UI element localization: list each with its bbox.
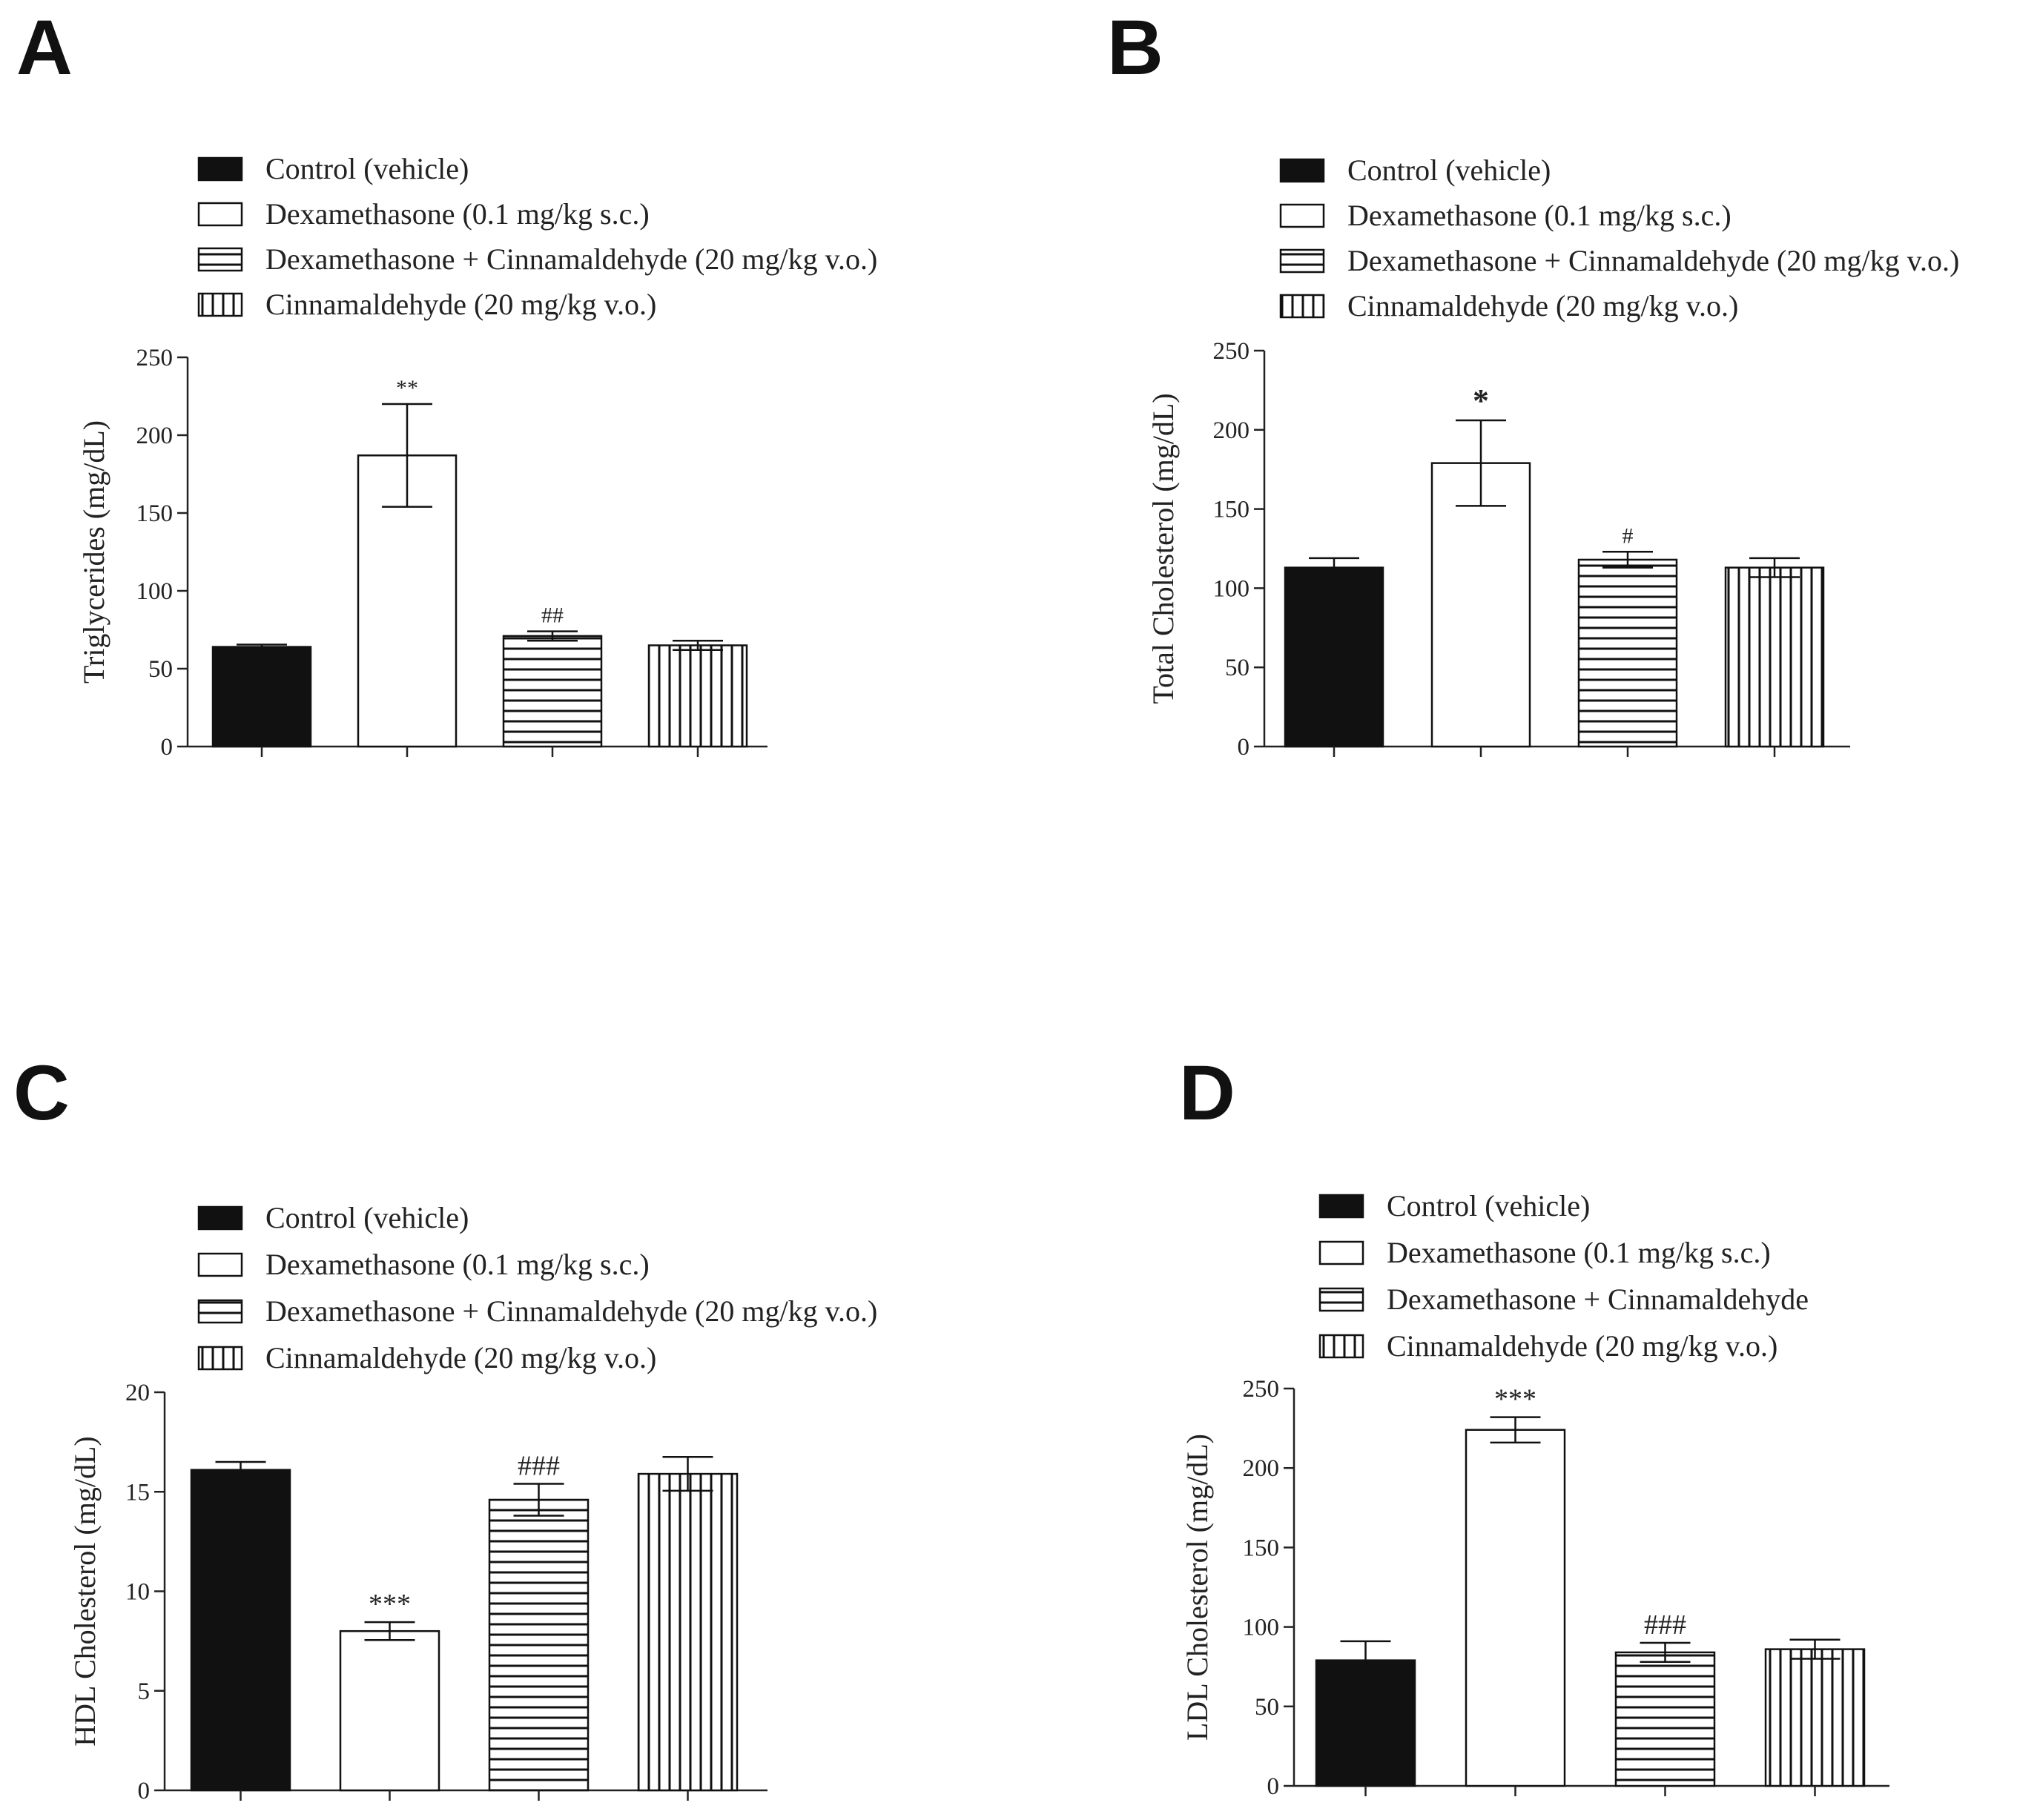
y-tick-label: 50 xyxy=(1225,655,1250,681)
y-axis-title: Triglycerides (mg/dL) xyxy=(77,420,110,684)
significance-label: *** xyxy=(1494,1384,1536,1415)
y-tick-label: 200 xyxy=(136,423,174,449)
significance-label: ** xyxy=(396,376,418,400)
y-tick-label: 0 xyxy=(1238,734,1250,761)
legend-swatch-cinnamaldehyde xyxy=(197,292,243,317)
y-axis-title: LDL Cholesterol (mg/dL) xyxy=(1181,1434,1214,1741)
legend-swatch-dexamethasone-cinnamaldehyde xyxy=(197,247,243,272)
panel-c: C Control (vehicle) Dexamethasone (0.1 mg/… xyxy=(13,1050,877,1804)
y-tick-label: 100 xyxy=(136,578,174,605)
legend-label-dexamethasone-cinnamaldehyde: Dexamethasone + Cinnamaldehyde (20 mg/kg… xyxy=(265,1294,877,1328)
legend: Control (vehicle) Dexamethasone (0.1 mg/k… xyxy=(1279,153,1959,322)
bar-control-vehicle xyxy=(190,1469,291,1792)
legend-swatch-dexamethasone xyxy=(197,202,243,227)
legend-swatch-cinnamaldehyde xyxy=(1318,1334,1364,1359)
panel-letter: D xyxy=(1179,1050,1235,1136)
y-tick-label: 0 xyxy=(138,1778,151,1804)
panel-d: D Control (vehicle) Dexamethasone (0.1 mg/… xyxy=(1179,1050,1889,1800)
y-tick-label: 15 xyxy=(125,1479,150,1506)
bar-dexamethasone-cinnamaldehyde xyxy=(1614,1651,1716,1787)
bar-dexamethasone xyxy=(1465,1429,1566,1787)
legend-label-dexamethasone: Dexamethasone (0.1 mg/kg s.c.) xyxy=(1347,199,1732,232)
y-tick-label: 200 xyxy=(1243,1455,1280,1482)
legend-label-control-vehicle: Control (vehicle) xyxy=(1347,153,1551,187)
y-tick-label: 250 xyxy=(1243,1376,1280,1403)
significance-label: ## xyxy=(541,603,564,628)
legend-label-control-vehicle: Control (vehicle) xyxy=(1387,1189,1590,1222)
legend-label-dexamethasone: Dexamethasone (0.1 mg/kg s.c.) xyxy=(265,197,650,231)
bar-cinnamaldehyde xyxy=(1724,566,1825,748)
bar-dexamethasone xyxy=(1430,462,1531,748)
legend-label-dexamethasone-cinnamaldehyde: Dexamethasone + Cinnamaldehyde (20 mg/kg… xyxy=(265,242,877,276)
legend: Control (vehicle) Dexamethasone (0.1 mg/k… xyxy=(197,152,877,321)
bar-dexamethasone-cinnamaldehyde xyxy=(1577,558,1678,748)
legend-swatch-dexamethasone xyxy=(197,1252,243,1277)
legend-label-dexamethasone-cinnamaldehyde: Dexamethasone + Cinnamaldehyde (20 mg/kg… xyxy=(1347,244,1959,277)
legend-label-control-vehicle: Control (vehicle) xyxy=(265,1201,469,1234)
y-tick-label: 10 xyxy=(125,1579,150,1606)
legend-swatch-control-vehicle xyxy=(197,1205,243,1231)
y-tick-label: 250 xyxy=(1213,338,1250,365)
y-tick-label: 150 xyxy=(136,500,174,527)
y-tick-label: 50 xyxy=(1255,1694,1279,1721)
legend-swatch-dexamethasone-cinnamaldehyde xyxy=(197,1299,243,1324)
y-tick-label: 50 xyxy=(148,656,173,683)
y-tick-label: 150 xyxy=(1213,497,1250,523)
y-tick-label: 150 xyxy=(1243,1535,1280,1561)
panel-b: B Control (vehicle) Dexamethasone (0.1 mg/… xyxy=(1107,4,1959,761)
y-tick-label: 0 xyxy=(161,734,174,761)
legend-label-cinnamaldehyde: Cinnamaldehyde (20 mg/kg v.o.) xyxy=(265,1341,656,1374)
legend-swatch-control-vehicle xyxy=(1318,1194,1364,1219)
legend-swatch-dexamethasone-cinnamaldehyde xyxy=(1279,248,1325,274)
significance-label: ### xyxy=(1644,1609,1686,1641)
y-tick-label: 20 xyxy=(125,1380,150,1406)
legend-label-cinnamaldehyde: Cinnamaldehyde (20 mg/kg v.o.) xyxy=(1347,289,1738,322)
significance-label: ### xyxy=(518,1451,560,1482)
legend-swatch-dexamethasone xyxy=(1318,1240,1364,1265)
bar-control-vehicle xyxy=(211,646,312,748)
legend-swatch-control-vehicle xyxy=(1279,158,1325,183)
y-tick-label: 0 xyxy=(1267,1773,1280,1800)
legend: Control (vehicle) Dexamethasone (0.1 mg/k… xyxy=(1318,1189,1809,1363)
legend: Control (vehicle) Dexamethasone (0.1 mg/k… xyxy=(197,1201,877,1374)
y-axis-title: HDL Cholesterol (mg/dL) xyxy=(68,1436,102,1746)
legend-label-dexamethasone: Dexamethasone (0.1 mg/kg s.c.) xyxy=(1387,1236,1771,1269)
y-tick-label: 200 xyxy=(1213,417,1250,444)
y-tick-label: 250 xyxy=(136,345,174,371)
y-tick-label: 100 xyxy=(1243,1615,1280,1641)
y-tick-label: 100 xyxy=(1213,575,1250,602)
legend-label-cinnamaldehyde: Cinnamaldehyde (20 mg/kg v.o.) xyxy=(265,288,656,321)
bar-dexamethasone-cinnamaldehyde xyxy=(488,1498,590,1792)
panel-letter: C xyxy=(13,1050,70,1136)
bar-cinnamaldehyde xyxy=(1764,1648,1866,1787)
legend-label-dexamethasone: Dexamethasone (0.1 mg/kg s.c.) xyxy=(265,1248,650,1281)
legend-label-dexamethasone-cinnamaldehyde: Dexamethasone + Cinnamaldehyde xyxy=(1387,1283,1809,1316)
bar-dexamethasone xyxy=(339,1629,440,1792)
significance-label: *** xyxy=(369,1589,411,1620)
y-axis-title: Total Cholesterol (mg/dL) xyxy=(1146,393,1180,704)
y-tick-label: 5 xyxy=(138,1678,151,1705)
legend-swatch-cinnamaldehyde xyxy=(197,1346,243,1371)
significance-label: # xyxy=(1622,523,1634,548)
legend-label-cinnamaldehyde: Cinnamaldehyde (20 mg/kg v.o.) xyxy=(1387,1329,1777,1363)
legend-swatch-dexamethasone xyxy=(1279,203,1325,228)
significance-label: * xyxy=(1473,383,1489,419)
legend-swatch-cinnamaldehyde xyxy=(1279,294,1325,319)
legend-swatch-control-vehicle xyxy=(197,156,243,182)
panel-letter: A xyxy=(16,4,73,91)
bar-control-vehicle xyxy=(1284,566,1384,748)
legend-swatch-dexamethasone-cinnamaldehyde xyxy=(1318,1287,1364,1312)
panel-a: A Control (vehicle) Dexamethasone (0.1 mg/… xyxy=(16,4,877,761)
bar-cinnamaldehyde xyxy=(647,644,748,748)
legend-label-control-vehicle: Control (vehicle) xyxy=(265,152,469,185)
bar-cinnamaldehyde xyxy=(637,1472,739,1792)
panel-letter: B xyxy=(1107,4,1163,91)
bar-dexamethasone-cinnamaldehyde xyxy=(502,635,603,748)
